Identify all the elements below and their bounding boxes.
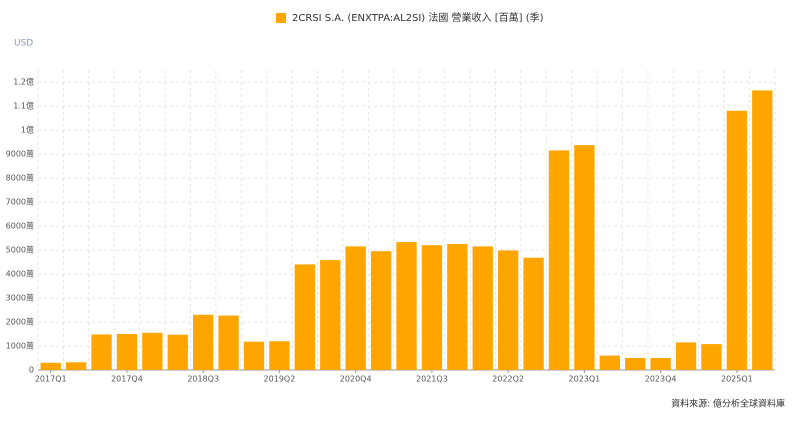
bar <box>65 362 87 370</box>
bar <box>243 341 265 370</box>
bar <box>726 110 748 371</box>
x-tick-label: 2019Q2 <box>264 375 296 384</box>
bar <box>752 90 773 371</box>
y-tick-label: 1.2億 <box>13 77 34 87</box>
x-tick-label: 2022Q2 <box>492 375 524 384</box>
source: 資料來源: 億分析全球資料庫 <box>671 398 785 410</box>
bar <box>218 315 239 370</box>
x-tick-label: 2018Q3 <box>187 375 219 384</box>
bar <box>91 334 112 370</box>
x-tick-label: 2017Q1 <box>35 375 67 384</box>
y-tick-label: 6000萬 <box>6 221 34 231</box>
bar <box>40 362 61 370</box>
y-tick-label: 2000萬 <box>6 317 34 327</box>
legend-swatch[interactable] <box>276 13 286 23</box>
bar <box>625 358 646 370</box>
y-tick-label: 1000萬 <box>6 341 34 351</box>
y-tick-label: 1億 <box>21 125 34 135</box>
legend-label[interactable]: 2CRSI S.A. (ENXTPA:AL2SI) 法國 營業收入 [百萬] (… <box>292 11 544 24</box>
y-tick-label: 4000萬 <box>6 269 34 279</box>
y-tick-label: 9000萬 <box>6 149 34 159</box>
y-tick-label: 0 <box>29 366 34 375</box>
y-tick-label: 1.1億 <box>13 101 34 111</box>
x-tick-label: 2021Q3 <box>416 375 448 384</box>
bar <box>269 341 290 370</box>
bar <box>167 334 188 370</box>
y-tick-label: 7000萬 <box>6 197 34 207</box>
x-tick-label: 2017Q4 <box>111 375 143 384</box>
bar <box>320 260 341 370</box>
y-tick-label: 8000萬 <box>6 173 34 183</box>
bar <box>675 342 697 370</box>
y-tick-label: 3000萬 <box>6 293 34 303</box>
bar <box>701 344 722 370</box>
x-tick-label: 2025Q1 <box>721 375 753 384</box>
bar <box>650 358 671 370</box>
bar <box>345 246 366 370</box>
bar <box>523 257 544 370</box>
bar <box>396 242 417 370</box>
bar <box>193 314 214 370</box>
bar <box>548 150 570 370</box>
bar <box>497 250 519 370</box>
bar <box>421 245 443 370</box>
bar <box>294 264 316 370</box>
bar <box>370 251 392 370</box>
bar <box>472 246 493 370</box>
bar <box>447 244 468 370</box>
x-tick-label: 2023Q1 <box>569 375 601 384</box>
x-tick-label: 2023Q4 <box>645 375 677 384</box>
unit-label: USD <box>14 39 33 49</box>
bar <box>142 332 163 370</box>
x-tick-label: 2020Q4 <box>340 375 372 384</box>
bar <box>599 355 620 370</box>
bar <box>116 334 138 370</box>
bar <box>574 145 595 370</box>
y-tick-label: 5000萬 <box>6 245 34 255</box>
